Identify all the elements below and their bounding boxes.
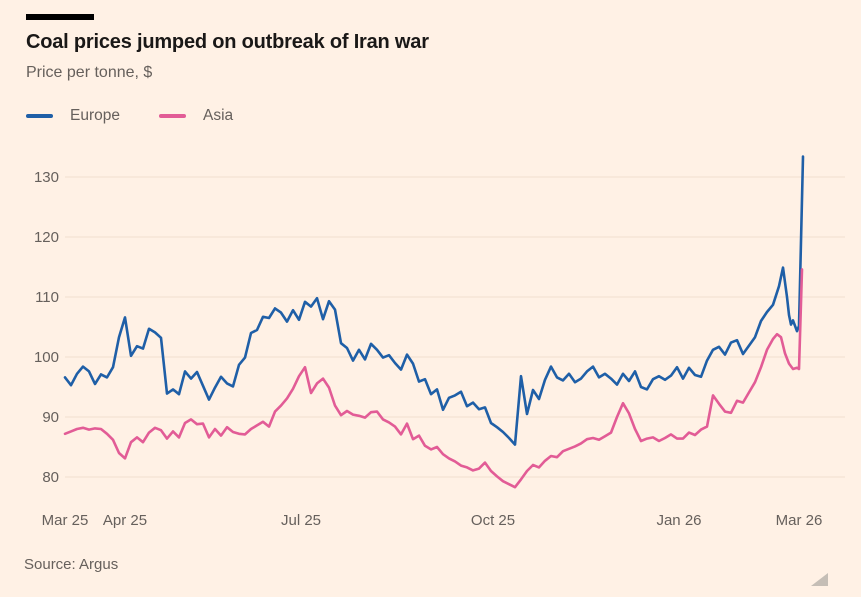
chart-subtitle: Price per tonne, $ bbox=[26, 64, 153, 81]
chart-title: Coal prices jumped on outbreak of Iran w… bbox=[26, 31, 429, 53]
legend-label-europe: Europe bbox=[70, 107, 120, 124]
x-axis-label: Jan 26 bbox=[656, 512, 701, 529]
chart-legend: Europe Asia bbox=[26, 108, 233, 124]
legend-item-asia: Asia bbox=[158, 107, 234, 124]
series-asia-line bbox=[63, 268, 804, 489]
legend-item-europe: Europe bbox=[26, 108, 120, 124]
x-axis-label: Mar 25 bbox=[42, 512, 89, 529]
y-axis-label: 100 bbox=[34, 349, 59, 366]
y-axis-label: 110 bbox=[35, 289, 59, 306]
x-axis-label: Mar 26 bbox=[776, 512, 823, 529]
y-axis-label: 80 bbox=[42, 469, 59, 486]
accent-bar bbox=[26, 14, 94, 20]
x-axis-label: Jul 25 bbox=[281, 512, 321, 529]
resize-handle-icon[interactable] bbox=[811, 573, 828, 586]
y-axis-label: 130 bbox=[34, 169, 59, 186]
europe-line-swatch bbox=[26, 113, 53, 118]
source-note: Source: Argus bbox=[24, 556, 119, 573]
x-axis-label: Oct 25 bbox=[471, 512, 515, 529]
y-axis-label: 120 bbox=[34, 229, 59, 246]
asia-line-swatch bbox=[158, 113, 186, 118]
series-europe-line bbox=[63, 155, 805, 446]
legend-label-asia: Asia bbox=[202, 107, 234, 124]
x-axis-label: Apr 25 bbox=[103, 512, 147, 529]
y-axis-label: 90 bbox=[42, 409, 59, 426]
